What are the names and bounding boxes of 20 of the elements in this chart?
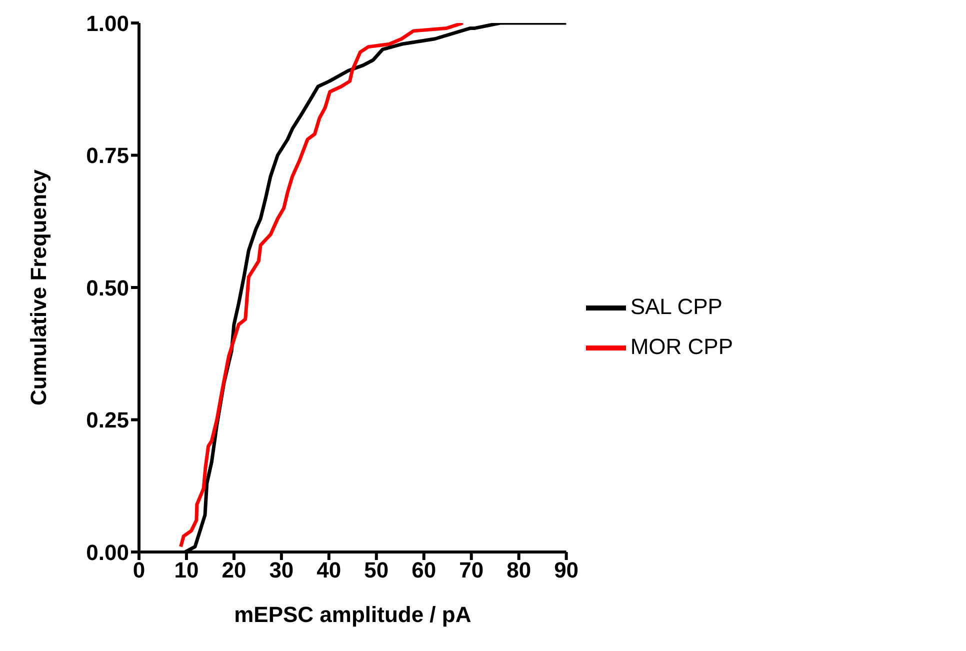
x-tick-label: 90 [554,558,579,583]
y-tick-label: 1.00 [86,10,129,36]
line-series [179,23,465,548]
x-tick-label: 60 [412,558,436,583]
y-axis-title: Cumulative Frequency [26,168,51,406]
x-tick-label: 0 [132,558,146,583]
y-tick-label: 0.00 [86,540,129,565]
x-tick-label: 80 [506,558,532,583]
legend-label: SAL CPP [630,294,722,319]
x-axis-title: mEPSC amplitude / pA [234,602,472,627]
x-tick-label: 40 [316,558,342,583]
y-tick-label: 0.50 [86,275,129,300]
x-tick-label: 10 [174,558,199,583]
y-tick-label: 0.25 [86,408,129,433]
legend-label: MOR CPP [630,334,733,359]
x-tick-label: 50 [364,558,389,583]
x-tick-label: 30 [269,558,294,583]
x-tick-label: 20 [222,558,246,583]
y-tick-label: 0.75 [86,143,129,168]
x-tick-label: 70 [459,558,484,583]
